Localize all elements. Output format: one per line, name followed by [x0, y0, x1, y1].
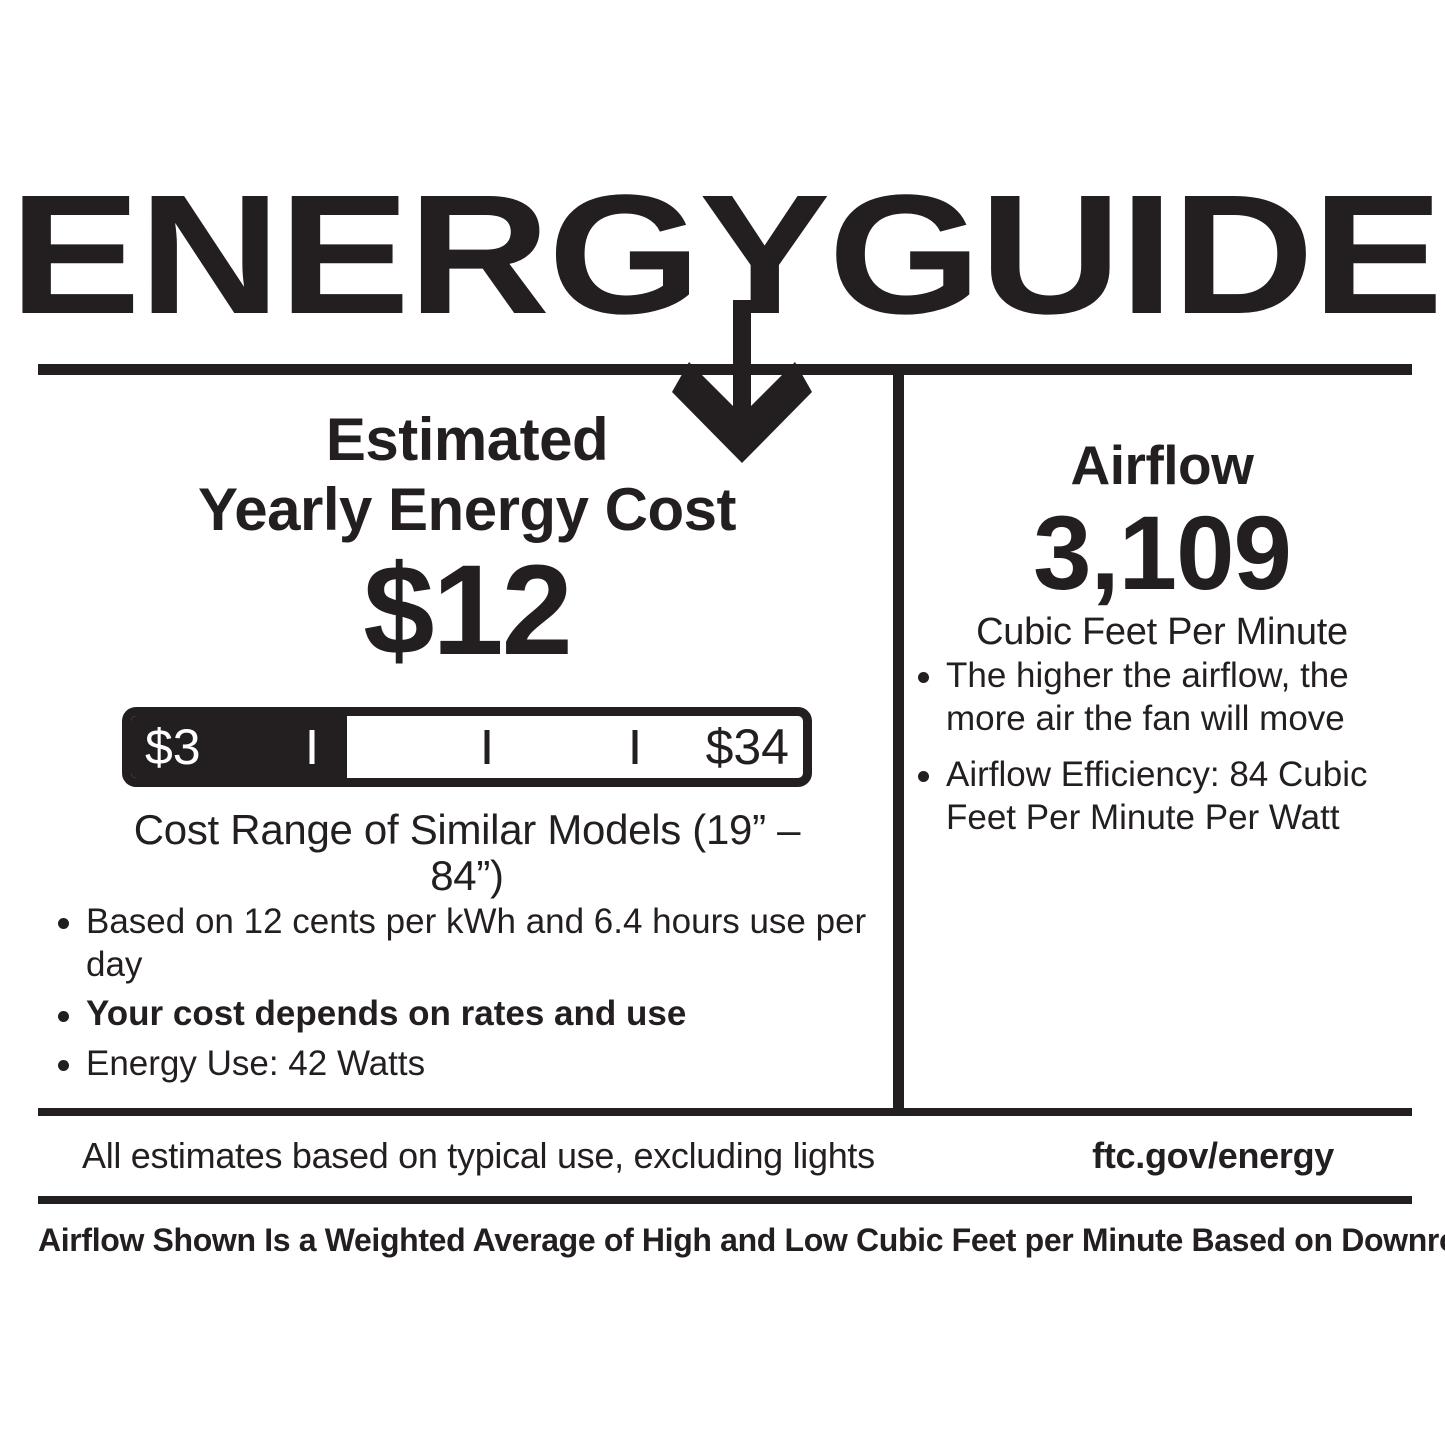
rule-footer-bottom: [38, 1196, 1412, 1204]
rule-top: [38, 364, 1412, 375]
estimated-heading-line2: Yearly Energy Cost: [198, 475, 736, 543]
cost-range-caption: Cost Range of Similar Models (19” – 84”): [133, 806, 801, 900]
estimated-cost-panel: Estimated Yearly Energy Cost $12 $3 $34 …: [52, 395, 882, 1100]
masthead-title: ENERGYGUIDE: [9, 160, 1443, 350]
list-item: Your cost depends on rates and use: [52, 992, 882, 1035]
cost-range-tick: [309, 730, 315, 765]
footer-url[interactable]: ftc.gov/energy: [1092, 1135, 1334, 1176]
cost-range-high-label: $34: [705, 719, 789, 776]
list-item: The higher the airflow, the more air the…: [912, 654, 1412, 741]
bottom-disclaimer: Airflow Shown Is a Weighted Average of H…: [38, 1222, 1445, 1258]
airflow-title: Airflow: [1070, 434, 1254, 496]
down-arrow-icon: [672, 300, 812, 500]
rule-footer-top: [38, 1108, 1412, 1116]
list-item: Airflow Efficiency: 84 Cubic Feet Per Mi…: [912, 753, 1412, 840]
left-bullet-list: Based on 12 cents per kWh and 6.4 hours …: [52, 900, 882, 1086]
airflow-bullet-list: The higher the airflow, the more air the…: [912, 654, 1412, 840]
masthead: ENERGYGUIDE: [9, 170, 1443, 340]
footer-band: All estimates based on typical use, excl…: [38, 1116, 1412, 1196]
airflow-panel: Airflow 3,109 Cubic Feet Per Minute The …: [912, 395, 1412, 1100]
estimated-cost-value: $12: [363, 539, 573, 683]
cost-range-widget: $3 $34 Cost Range of Similar Models (19”…: [122, 707, 812, 899]
column-divider: [893, 364, 904, 1112]
estimated-heading-line1: Estimated: [325, 406, 609, 473]
cost-range-low-label: $3: [145, 719, 201, 776]
footer-note: All estimates based on typical use, excl…: [82, 1135, 875, 1176]
list-item: Energy Use: 42 Watts: [52, 1042, 882, 1085]
airflow-value: 3,109: [1033, 494, 1292, 612]
airflow-units: Cubic Feet Per Minute: [976, 610, 1348, 653]
cost-range-bar: $3 $34: [122, 707, 812, 788]
cost-range-tick: [484, 730, 490, 765]
cost-range-tick: [632, 730, 638, 765]
list-item: Based on 12 cents per kWh and 6.4 hours …: [52, 900, 882, 987]
